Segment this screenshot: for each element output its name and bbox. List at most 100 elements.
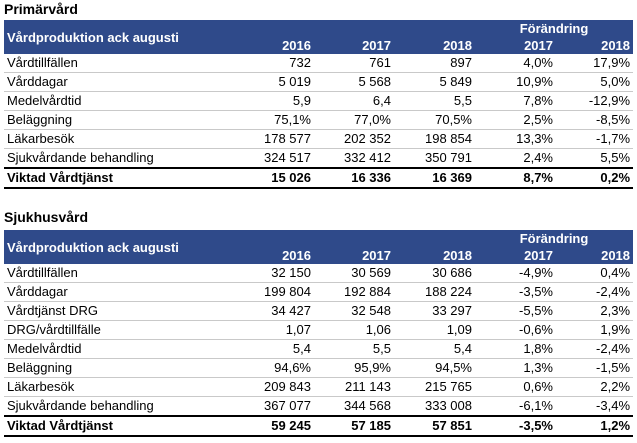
cell-c2018: 17,9% [556, 54, 634, 73]
row-label: Sjukvårdande behandling [4, 148, 226, 169]
cell-c2018: -2,4% [556, 282, 634, 302]
cell-v2018: 33 297 [394, 301, 475, 321]
hospital-change-label: Förändring [475, 230, 634, 247]
cell-v2016: 367 077 [226, 396, 314, 417]
cell-v2016: 199 804 [226, 282, 314, 302]
table-row: Vårdtillfällen 732 761 897 4,0% 17,9% [4, 54, 634, 73]
cell-c2018: -12,9% [556, 91, 634, 111]
table-row: DRG/vårdtillfälle 1,07 1,06 1,09 -0,6% 1,9% [4, 320, 634, 340]
total-c2018: 1,2% [556, 415, 634, 437]
cell-v2016: 1,07 [226, 320, 314, 340]
row-label: Läkarbesök [4, 129, 226, 149]
cell-v2016: 75,1% [226, 110, 314, 130]
cell-v2016: 34 427 [226, 301, 314, 321]
total-row: Viktad Vårdtjänst 15 026 16 336 16 369 8,7% 0… [4, 167, 634, 189]
hospital-year-2017: 2017 [314, 247, 394, 264]
cell-v2017: 761 [314, 54, 394, 73]
table-row: Vårdtjänst DRG 34 427 32 548 33 297 -5,5% 2,3… [4, 301, 634, 321]
row-label: Beläggning [4, 358, 226, 378]
table-row: Läkarbesök 178 577 202 352 198 854 13,3% -1,7… [4, 129, 634, 149]
row-label: Vårddagar [4, 282, 226, 302]
primary-change-year-2017: 2017 [475, 37, 556, 54]
table-row: Sjukvårdande behandling 367 077 344 568 333… [4, 396, 634, 417]
total-c2018: 0,2% [556, 167, 634, 189]
cell-c2018: 2,3% [556, 301, 634, 321]
hospital-section-title: Sjukhusvård [4, 209, 89, 225]
cell-c2017: 2,5% [475, 110, 556, 130]
primary-year-2016: 2016 [226, 37, 314, 54]
primary-header-label: Vårdproduktion ack augusti [4, 20, 226, 54]
cell-v2018: 5 849 [394, 72, 475, 92]
row-label: Vårdtjänst DRG [4, 301, 226, 321]
total-v2017: 16 336 [314, 167, 394, 189]
cell-v2018: 188 224 [394, 282, 475, 302]
primary-rows: Vårdtillfällen 732 761 897 4,0% 17,9% Vårddaga… [4, 54, 634, 189]
total-v2018: 57 851 [394, 415, 475, 437]
cell-v2016: 94,6% [226, 358, 314, 378]
cell-c2017: 7,8% [475, 91, 556, 111]
cell-v2018: 5,4 [394, 339, 475, 359]
cell-c2018: 1,9% [556, 320, 634, 340]
cell-v2017: 344 568 [314, 396, 394, 417]
cell-v2016: 732 [226, 54, 314, 73]
hospital-year-2016: 2016 [226, 247, 314, 264]
cell-c2017: -6,1% [475, 396, 556, 417]
cell-v2017: 1,06 [314, 320, 394, 340]
cell-c2017: -4,9% [475, 264, 556, 283]
total-v2017: 57 185 [314, 415, 394, 437]
cell-v2016: 5,9 [226, 91, 314, 111]
cell-v2016: 178 577 [226, 129, 314, 149]
cell-v2016: 5 019 [226, 72, 314, 92]
cell-c2018: -1,5% [556, 358, 634, 378]
cell-v2018: 897 [394, 54, 475, 73]
cell-v2017: 211 143 [314, 377, 394, 397]
primary-change-year-2018: 2018 [556, 37, 634, 54]
cell-v2018: 30 686 [394, 264, 475, 283]
row-label: Vårdtillfällen [4, 54, 226, 73]
cell-c2018: -8,5% [556, 110, 634, 130]
hospital-table: Vårdproduktion ack augusti Förändring 20… [4, 230, 634, 437]
cell-v2017: 95,9% [314, 358, 394, 378]
cell-c2018: 5,0% [556, 72, 634, 92]
primary-header-row-1: Vårdproduktion ack augusti Förändring [4, 20, 634, 54]
table-row: Vårddagar 5 019 5 568 5 849 10,9% 5,0% [4, 72, 634, 92]
cell-c2018: 2,2% [556, 377, 634, 397]
total-c2017: -3,5% [475, 415, 556, 437]
hospital-change-year-2017: 2017 [475, 247, 556, 264]
row-label: Vårddagar [4, 72, 226, 92]
cell-v2018: 5,5 [394, 91, 475, 111]
cell-c2017: -0,6% [475, 320, 556, 340]
cell-v2018: 94,5% [394, 358, 475, 378]
cell-v2017: 32 548 [314, 301, 394, 321]
total-row: Viktad Vårdtjänst 59 245 57 185 57 851 -3,5%… [4, 415, 634, 437]
total-label: Viktad Vårdtjänst [4, 167, 226, 189]
primary-change-label: Förändring [475, 20, 634, 37]
cell-v2018: 70,5% [394, 110, 475, 130]
row-label: Vårdtillfällen [4, 264, 226, 283]
cell-v2017: 5 568 [314, 72, 394, 92]
table-row: Vårdtillfällen 32 150 30 569 30 686 -4,9% 0,4… [4, 264, 634, 283]
total-label: Viktad Vårdtjänst [4, 415, 226, 437]
cell-c2017: 4,0% [475, 54, 556, 73]
primary-year-2018: 2018 [394, 37, 475, 54]
cell-v2017: 192 884 [314, 282, 394, 302]
table-row: Beläggning 75,1% 77,0% 70,5% 2,5% -8,5% [4, 110, 634, 130]
cell-v2016: 5,4 [226, 339, 314, 359]
cell-v2017: 6,4 [314, 91, 394, 111]
hospital-year-2018: 2018 [394, 247, 475, 264]
cell-v2018: 333 008 [394, 396, 475, 417]
primary-table: Vårdproduktion ack augusti Förändring 20… [4, 20, 634, 189]
cell-v2018: 1,09 [394, 320, 475, 340]
cell-c2017: 2,4% [475, 148, 556, 169]
row-label: Beläggning [4, 110, 226, 130]
cell-v2018: 198 854 [394, 129, 475, 149]
cell-c2017: 10,9% [475, 72, 556, 92]
cell-c2017: -3,5% [475, 282, 556, 302]
hospital-header-row-1: Vårdproduktion ack augusti Förändring [4, 230, 634, 264]
cell-c2017: 0,6% [475, 377, 556, 397]
primary-section-title: Primärvård [4, 1, 78, 17]
cell-c2017: 1,3% [475, 358, 556, 378]
cell-v2016: 209 843 [226, 377, 314, 397]
cell-c2018: 0,4% [556, 264, 634, 283]
cell-v2018: 350 791 [394, 148, 475, 169]
